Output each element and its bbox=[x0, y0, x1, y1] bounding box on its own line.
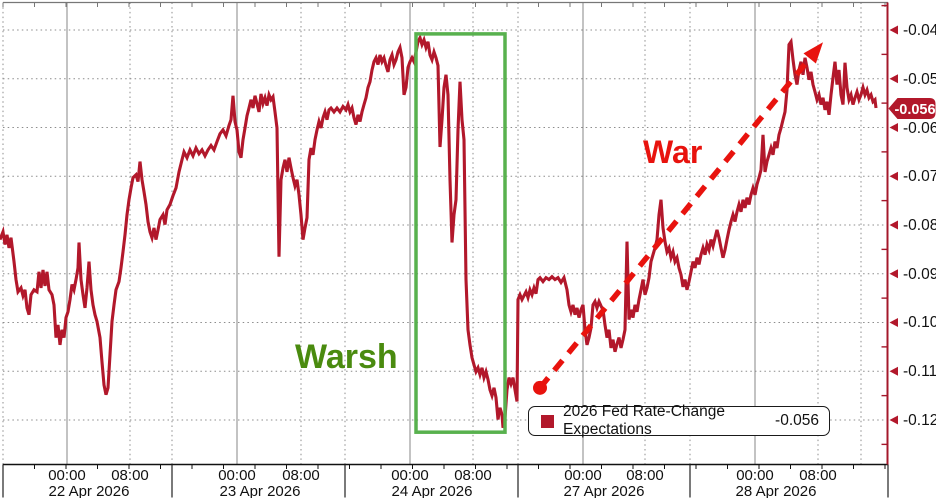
y-tick-label: -0.060 bbox=[903, 120, 936, 137]
legend-series-marker-icon bbox=[541, 414, 554, 428]
x-time-label: 08:00 bbox=[454, 467, 492, 484]
y-tick-arrow-icon bbox=[889, 123, 898, 132]
x-date-label: 24 Apr 2026 bbox=[392, 483, 473, 498]
last-value-badge bbox=[888, 98, 936, 119]
warsh-annotation: Warsh bbox=[295, 338, 398, 376]
series-line bbox=[0, 33, 878, 429]
y-tick-arrow-icon bbox=[889, 269, 898, 279]
highlight-box bbox=[414, 32, 507, 434]
x-time-label: 00:00 bbox=[564, 467, 602, 484]
y-tick-label: -0.040 bbox=[903, 22, 936, 39]
y-tick-arrow-icon bbox=[889, 318, 898, 327]
y-tick-label: -0.070 bbox=[903, 168, 936, 185]
x-date-label: 27 Apr 2026 bbox=[564, 483, 645, 498]
legend: 2026 Fed Rate-Change Expectations -0.056 bbox=[528, 403, 830, 438]
x-time-label: 00:00 bbox=[218, 467, 256, 484]
legend-series-label: 2026 Fed Rate-Change Expectations bbox=[563, 403, 726, 438]
x-time-label: 08:00 bbox=[799, 467, 837, 484]
y-tick-label: -0.080 bbox=[903, 217, 936, 234]
x-date-label: 22 Apr 2026 bbox=[49, 483, 130, 498]
y-tick-arrow-icon bbox=[889, 415, 898, 425]
y-tick-label: -0.120 bbox=[903, 412, 936, 429]
x-time-label: 00:00 bbox=[48, 467, 86, 484]
trend-arrow bbox=[533, 42, 823, 395]
y-tick-label: -0.050 bbox=[903, 71, 936, 88]
last-value-badge-text: -0.056 bbox=[894, 102, 935, 118]
x-time-label: 00:00 bbox=[391, 467, 429, 484]
y-tick-arrow-icon bbox=[889, 171, 898, 181]
y-tick-label: -0.100 bbox=[903, 314, 936, 331]
x-date-label: 23 Apr 2026 bbox=[220, 483, 301, 498]
y-tick-label: -0.090 bbox=[903, 266, 936, 283]
x-date-label: 28 Apr 2026 bbox=[736, 483, 817, 498]
y-tick-arrow-icon bbox=[889, 74, 898, 84]
y-tick-arrow-icon bbox=[889, 366, 898, 376]
y-tick-arrow-icon bbox=[889, 25, 898, 35]
legend-series-value: -0.056 bbox=[775, 412, 819, 429]
y-tick-arrow-icon bbox=[889, 220, 898, 230]
x-time-label: 00:00 bbox=[736, 467, 774, 484]
x-time-label: 08:00 bbox=[626, 467, 664, 484]
y-tick-label: -0.110 bbox=[903, 363, 936, 380]
x-time-label: 08:00 bbox=[282, 467, 320, 484]
war-annotation: War bbox=[643, 134, 703, 170]
series-and-annotations bbox=[0, 2, 898, 465]
x-time-label: 08:00 bbox=[111, 467, 149, 484]
